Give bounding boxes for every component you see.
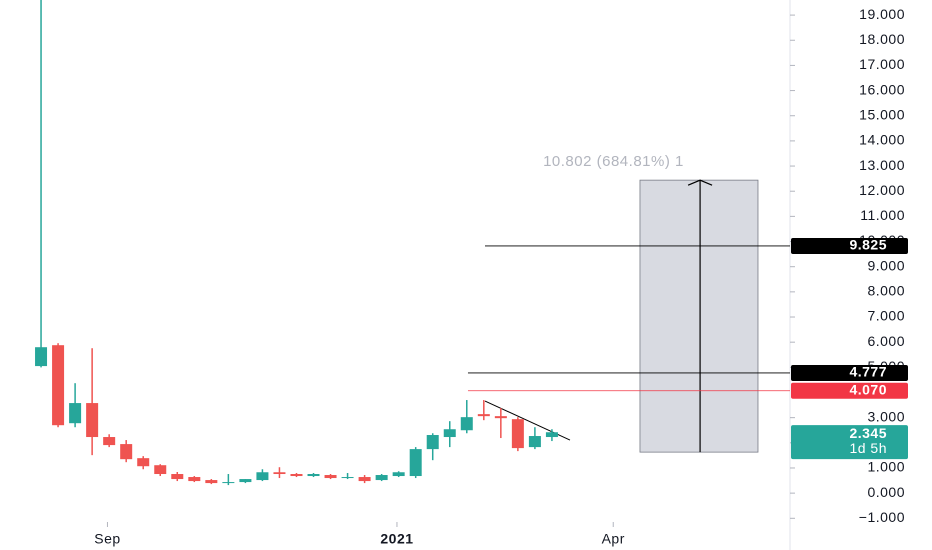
y-tick-label: 3.000 (867, 408, 905, 424)
y-tick-label: 12.000 (859, 182, 905, 198)
last-price-label: 2.345 (849, 425, 887, 441)
candle-body (528, 436, 541, 448)
y-tick-label: 16.000 (859, 81, 905, 97)
y-tick-label: 1.000 (867, 459, 905, 475)
price-label-box (791, 382, 908, 399)
y-tick-label: 9.000 (867, 257, 905, 273)
measure-box (639, 179, 759, 453)
candle-body (205, 480, 218, 484)
y-tick-label: 11.000 (860, 207, 905, 223)
candle-body (545, 432, 558, 438)
x-tick-label: Sep (94, 531, 120, 547)
candle-body (324, 475, 337, 479)
x-tick-label: Apr (602, 531, 625, 547)
price-label-box (791, 364, 908, 381)
candle-body (120, 444, 133, 460)
candle-body (137, 458, 150, 467)
candle-body (290, 474, 303, 477)
candle-body (426, 435, 439, 450)
candle-body (477, 414, 490, 417)
candle-body (273, 472, 286, 475)
candle-body (460, 417, 473, 431)
candle-body (103, 437, 116, 446)
y-tick-label: 14.000 (859, 132, 905, 148)
candle-body (256, 472, 269, 481)
y-tick-label: 8.000 (867, 283, 905, 299)
candle-body (69, 403, 82, 424)
candle-body (443, 429, 456, 438)
price-label: 4.777 (849, 364, 887, 380)
candle-body (239, 479, 252, 483)
candle-body (375, 475, 388, 481)
candle-body (511, 419, 524, 449)
y-tick-label: 13.000 (859, 157, 905, 173)
y-tick-label: 7.000 (867, 308, 905, 324)
y-tick-label: 17.000 (859, 56, 905, 72)
candle-body (392, 472, 405, 477)
candle-body (171, 474, 184, 480)
price-label: 9.825 (849, 237, 887, 253)
candle-body (35, 347, 48, 367)
x-tick-label: 2021 (380, 531, 413, 547)
price-label-box (791, 237, 908, 254)
arrow-head (687, 179, 713, 186)
candle-body (494, 416, 507, 419)
candle-body (358, 477, 371, 482)
candle-body (188, 477, 201, 482)
y-tick-label: −1.000 (859, 509, 905, 525)
y-tick-label: 6.000 (867, 333, 905, 349)
candle-body (52, 345, 65, 426)
candle-body (154, 465, 167, 475)
candle-body (409, 449, 422, 477)
candle-body (86, 403, 99, 438)
y-tick-label: 18.000 (859, 31, 905, 47)
y-tick-label: 19.000 (859, 6, 905, 22)
candle-body (341, 477, 354, 479)
last-price-box (791, 425, 908, 460)
y-tick-label: 15.000 (859, 106, 905, 122)
candle-body (222, 482, 235, 484)
measure-label: 10.802 (684.81%) 1 (543, 153, 684, 170)
price-label: 4.070 (849, 381, 887, 397)
countdown-label: 1d 5h (849, 440, 887, 456)
y-tick-label: 0.000 (867, 484, 905, 500)
candle-body (307, 474, 320, 477)
